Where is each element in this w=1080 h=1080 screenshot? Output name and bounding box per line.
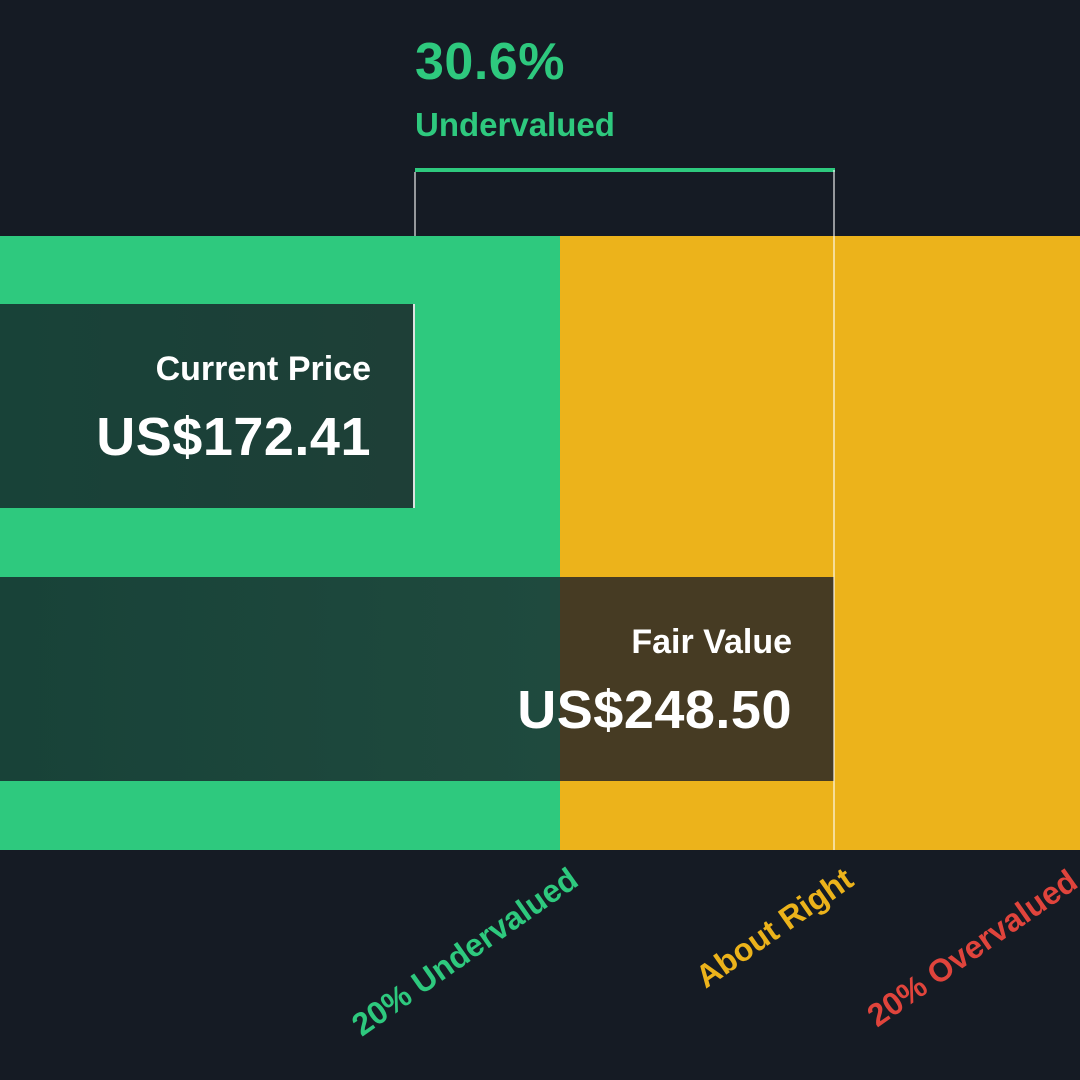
current-price-label: Current Price (155, 350, 371, 388)
current-price-bar: Current Price US$172.41 (0, 304, 415, 508)
fair-value-bar: Fair Value US$248.50 (0, 577, 834, 781)
fair-value-label: Fair Value (631, 623, 792, 661)
zone-label-undervalued: 20% Undervalued (345, 860, 585, 1043)
current-price-value: US$172.41 (96, 407, 371, 467)
fair-value-value: US$248.50 (517, 680, 792, 740)
fair-value-bar-amber-segment (560, 577, 834, 781)
zone-label-overvalued: 20% Overvalued (860, 862, 1080, 1034)
discount-percent: 30.6% (415, 33, 565, 91)
valuation-status: Undervalued (415, 106, 615, 143)
fair-value-divider (833, 170, 835, 850)
fair-value-bar-green-segment (0, 577, 560, 781)
current-price-divider (414, 172, 416, 236)
discount-bracket-line (415, 168, 835, 172)
zone-label-about-right: About Right (688, 860, 860, 995)
